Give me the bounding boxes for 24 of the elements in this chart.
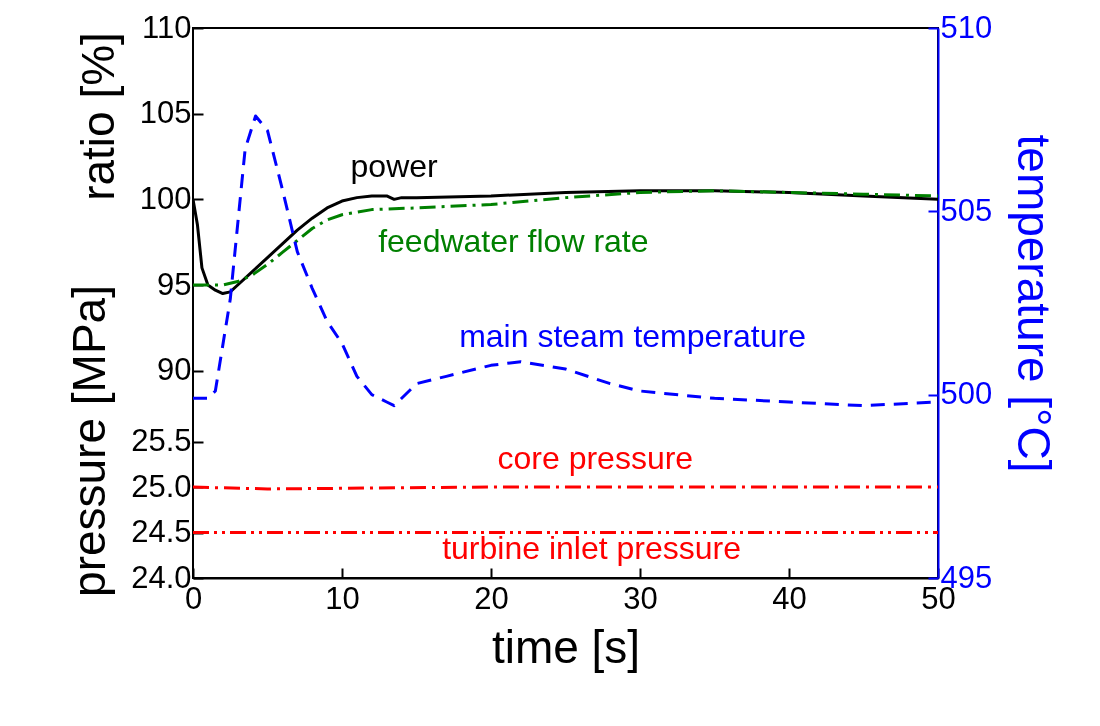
y-tick-label: 95 [157,266,192,302]
y3-tick-label: 25.0 [131,468,192,504]
series-label: feedwater flow rate [378,223,649,260]
y3-tick-label: 25.5 [131,423,192,459]
x-tick-label: 40 [772,580,807,616]
y-tick-label: 100 [139,180,192,216]
series-label: turbine inlet pressure [442,529,741,566]
y2-axis-title: temperature [°C] [1008,134,1061,473]
x-axis-title: time [s] [491,620,641,673]
y2-tick-label: 500 [940,376,993,412]
x-tick-label: 20 [474,580,509,616]
series-label: power [350,148,439,185]
series-label: core pressure [497,440,694,477]
x-tick-label: 10 [325,580,360,616]
y-tick-label: 105 [139,95,192,131]
y-axis-title: ratio [%] [71,32,124,201]
y2-tick-label: 505 [940,192,993,228]
series-label: main steam temperature [459,318,806,355]
y-tick-label: 110 [142,9,192,45]
x-tick-label: 30 [623,580,658,616]
y3-tick-label: 24.5 [131,514,192,550]
y2-tick-label: 510 [940,9,993,45]
y3-axis-title: pressure [MPa] [63,285,116,597]
y-tick-label: 90 [157,352,192,388]
